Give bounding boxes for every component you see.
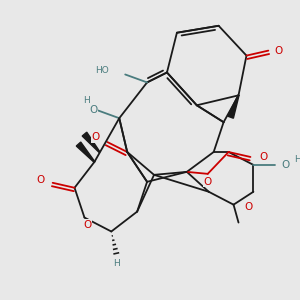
Text: O: O [281, 160, 290, 170]
Text: O: O [274, 46, 282, 56]
Text: O: O [259, 152, 268, 162]
Text: O: O [244, 202, 253, 212]
Text: O: O [204, 177, 212, 187]
Text: O: O [89, 105, 98, 115]
Text: O: O [91, 132, 100, 142]
Text: HO: HO [96, 66, 109, 75]
Text: O: O [83, 220, 92, 230]
Polygon shape [228, 95, 239, 118]
Text: H: H [83, 96, 89, 105]
Polygon shape [82, 132, 100, 152]
Text: H: H [113, 259, 120, 268]
Polygon shape [76, 142, 95, 162]
Text: H: H [294, 155, 300, 164]
Text: O: O [37, 175, 45, 185]
